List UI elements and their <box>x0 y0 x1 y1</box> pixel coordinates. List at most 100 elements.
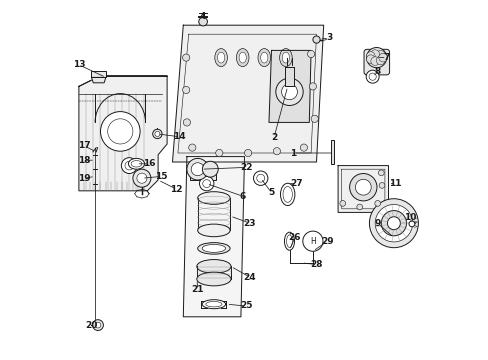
Polygon shape <box>183 157 244 317</box>
Text: 20: 20 <box>85 321 98 330</box>
Circle shape <box>256 174 264 182</box>
Text: 19: 19 <box>78 174 90 183</box>
Circle shape <box>121 158 137 174</box>
Text: 17: 17 <box>78 141 90 150</box>
Circle shape <box>186 158 208 180</box>
Circle shape <box>152 129 162 139</box>
Circle shape <box>188 144 196 151</box>
Circle shape <box>203 180 210 188</box>
Bar <box>91 71 106 77</box>
Text: 14: 14 <box>173 132 185 141</box>
Circle shape <box>202 161 218 177</box>
Ellipse shape <box>214 49 227 67</box>
Ellipse shape <box>196 260 230 273</box>
Circle shape <box>374 204 412 242</box>
Ellipse shape <box>283 186 292 202</box>
Circle shape <box>368 199 418 248</box>
Circle shape <box>310 115 318 122</box>
Circle shape <box>302 231 322 251</box>
Circle shape <box>366 70 378 83</box>
Circle shape <box>378 183 384 188</box>
Circle shape <box>366 48 386 68</box>
Circle shape <box>381 211 406 236</box>
Text: 12: 12 <box>169 184 182 194</box>
Ellipse shape <box>260 52 267 63</box>
Text: 6: 6 <box>239 192 245 201</box>
Ellipse shape <box>239 52 246 63</box>
Ellipse shape <box>197 243 230 254</box>
Circle shape <box>339 201 345 206</box>
Ellipse shape <box>284 232 294 250</box>
Circle shape <box>253 171 267 185</box>
Text: 5: 5 <box>268 188 274 197</box>
Circle shape <box>408 221 414 227</box>
Circle shape <box>307 50 314 58</box>
Circle shape <box>300 144 307 151</box>
Text: 2: 2 <box>270 133 277 142</box>
Circle shape <box>275 78 303 105</box>
Circle shape <box>312 36 320 43</box>
Ellipse shape <box>280 183 294 206</box>
Text: 16: 16 <box>142 159 155 168</box>
Ellipse shape <box>202 300 225 309</box>
Circle shape <box>309 83 316 90</box>
Ellipse shape <box>205 302 222 307</box>
Text: 26: 26 <box>288 233 301 242</box>
Circle shape <box>378 170 384 176</box>
Text: 1: 1 <box>289 149 296 158</box>
FancyBboxPatch shape <box>363 49 389 75</box>
Circle shape <box>378 53 386 62</box>
Circle shape <box>368 73 375 80</box>
Text: 22: 22 <box>240 163 252 172</box>
Text: 9: 9 <box>374 219 380 228</box>
Circle shape <box>349 174 376 201</box>
Text: 10: 10 <box>403 213 415 222</box>
Ellipse shape <box>128 158 144 169</box>
Circle shape <box>107 119 133 144</box>
Circle shape <box>215 149 223 157</box>
Ellipse shape <box>196 272 230 286</box>
Circle shape <box>370 57 379 66</box>
Circle shape <box>386 217 400 230</box>
Circle shape <box>133 169 151 187</box>
Circle shape <box>376 50 384 59</box>
Ellipse shape <box>131 161 142 167</box>
Text: 23: 23 <box>243 219 256 228</box>
Circle shape <box>374 201 380 206</box>
Text: 7: 7 <box>383 53 389 62</box>
Circle shape <box>273 148 280 155</box>
Bar <box>330 140 333 164</box>
Text: 8: 8 <box>374 68 380 77</box>
Ellipse shape <box>197 224 230 237</box>
Circle shape <box>182 86 189 94</box>
Text: 11: 11 <box>388 179 401 188</box>
Circle shape <box>366 55 374 63</box>
Circle shape <box>137 173 146 183</box>
Circle shape <box>376 56 384 65</box>
Ellipse shape <box>236 49 248 67</box>
Text: 29: 29 <box>320 237 333 246</box>
Text: 25: 25 <box>240 302 252 310</box>
Text: 28: 28 <box>309 260 322 269</box>
Ellipse shape <box>286 235 292 248</box>
Text: 21: 21 <box>191 285 203 294</box>
Ellipse shape <box>197 192 230 204</box>
Circle shape <box>191 163 204 176</box>
Circle shape <box>378 53 386 62</box>
Text: 24: 24 <box>243 273 256 282</box>
Polygon shape <box>268 50 310 122</box>
Circle shape <box>199 176 213 191</box>
Circle shape <box>366 52 374 60</box>
Circle shape <box>183 119 190 126</box>
Circle shape <box>370 50 379 58</box>
Circle shape <box>92 320 103 330</box>
Circle shape <box>125 161 133 170</box>
Text: 4: 4 <box>200 12 206 21</box>
Text: 18: 18 <box>78 156 90 165</box>
Bar <box>190 164 215 180</box>
Ellipse shape <box>217 52 224 63</box>
Polygon shape <box>79 76 167 191</box>
Bar <box>284 67 294 86</box>
Ellipse shape <box>202 244 225 252</box>
Circle shape <box>182 54 189 61</box>
